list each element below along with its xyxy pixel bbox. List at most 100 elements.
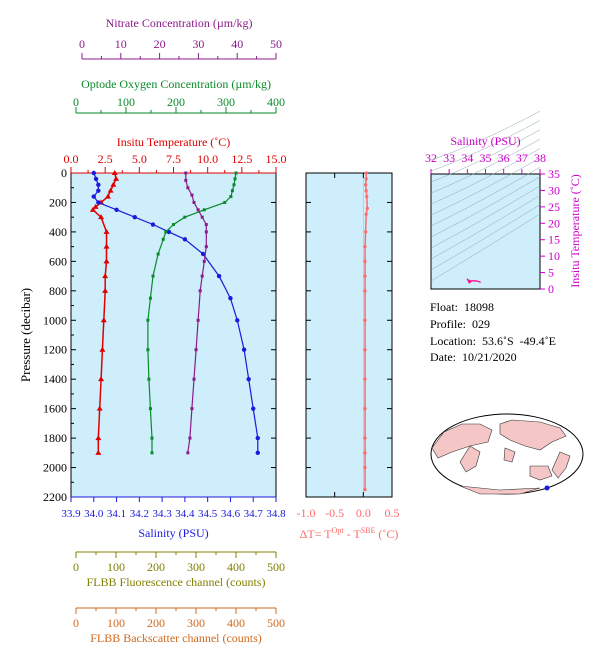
temperature-point <box>103 228 110 234</box>
nitrate-point <box>198 289 202 293</box>
salinity-point <box>150 222 156 227</box>
pressure-tick-label: 1000 <box>43 313 67 327</box>
pressure-tick-label: 1800 <box>43 431 67 445</box>
ts-y-tick-label: 25 <box>548 200 560 214</box>
oxygen-tick-label: 100 <box>117 95 135 109</box>
pressure-tick-label: 600 <box>49 254 67 268</box>
nitrate-tick-label: 0 <box>79 37 85 51</box>
temperature-tick-label: 7.5 <box>166 152 181 166</box>
pressure-tick-label: 1400 <box>43 372 67 386</box>
oxygen-point <box>148 407 152 411</box>
map-land <box>459 445 481 473</box>
oxygen-point <box>161 237 165 241</box>
delta-t-point <box>363 259 367 263</box>
nitrate-point <box>202 259 206 263</box>
temperature-tick-label: 0.0 <box>64 152 79 166</box>
oxygen-point <box>172 223 175 227</box>
temperature-tick-label: 10.0 <box>197 152 218 166</box>
nitrate-point <box>192 200 196 204</box>
temperature-point <box>110 181 117 187</box>
salinity-tick-label: 33.9 <box>61 508 81 520</box>
delta-t-axis-label: ΔT= TOpt - TSBE (˚C) <box>300 526 399 541</box>
salinity-tick-label: 34.8 <box>266 508 286 520</box>
pressure-axis-label: Pressure (decibar) <box>18 288 33 382</box>
nitrate-point <box>184 171 188 175</box>
temperature-tick-label: 12.5 <box>231 152 252 166</box>
pressure-tick-label: 2000 <box>43 461 67 475</box>
delta-t-point <box>364 212 368 216</box>
ts-x-tick-label: 37 <box>516 151 528 165</box>
fluorescence-tick-label: 200 <box>147 560 165 574</box>
temperature-point <box>102 287 109 293</box>
pressure-tick-label: 800 <box>49 284 67 298</box>
salinity-point <box>251 406 256 411</box>
oxygen-tick-label: 400 <box>267 95 285 109</box>
temperature-point <box>92 203 99 209</box>
float-value: 18098 <box>464 300 495 314</box>
density-contour <box>430 120 541 172</box>
backscatter-tick-label: 200 <box>147 616 165 630</box>
density-contour <box>430 176 541 238</box>
density-contour <box>430 204 541 271</box>
salinity-point <box>91 170 96 176</box>
temperature-point <box>103 243 110 249</box>
density-contour <box>430 185 541 249</box>
density-contour <box>430 148 541 205</box>
temperature-point <box>107 187 114 193</box>
oxygen-point <box>148 296 152 300</box>
nitrate-tick-label: 50 <box>270 37 282 51</box>
delta-t-tick-label: 0.0 <box>356 506 371 520</box>
oxygen-point <box>202 208 206 212</box>
delta-t-plot: -1.0 -0.5 0.0 0.5 ΔT= TOpt - TSBE (˚C) <box>297 171 400 541</box>
temperature-point <box>100 317 107 323</box>
nitrate-tick-label: 30 <box>192 37 204 51</box>
location-label: Location: <box>430 334 476 348</box>
temperature-point <box>102 273 109 279</box>
ts-y-axis-label: Insitu Temperature (˚C) <box>568 174 582 288</box>
fluorescence-tick-label: 0 <box>73 560 79 574</box>
oxygen-point <box>146 318 150 322</box>
nitrate-tick-label: 40 <box>231 37 243 51</box>
map-land <box>499 419 567 451</box>
delta-t-label-part: (˚C) <box>375 527 398 541</box>
map-land <box>551 451 571 479</box>
delta-t-tick-label: 0.5 <box>385 506 400 520</box>
salinity-point <box>132 214 137 220</box>
delta-t-tick-label: -0.5 <box>325 506 344 520</box>
density-contour <box>430 129 541 183</box>
main-plot-area <box>70 172 277 498</box>
salinity-point <box>166 229 172 235</box>
delta-t-plot-area <box>305 172 393 498</box>
backscatter-tick-label: 0 <box>73 616 79 630</box>
temperature-point <box>99 346 106 352</box>
ts-x-tick-label: 36 <box>498 151 510 165</box>
temperature-tick-label: 15.0 <box>266 152 287 166</box>
delta-t-point <box>364 183 368 187</box>
delta-t-point <box>363 318 367 322</box>
salinity-tick-label: 34.0 <box>84 508 104 520</box>
delta-t-label-part: - T <box>344 527 362 541</box>
salinity-point <box>182 237 188 242</box>
profile-label: Profile: <box>430 317 466 331</box>
oxygen-point <box>150 451 154 455</box>
density-contour <box>430 213 541 282</box>
world-map <box>430 413 584 495</box>
salinity-tick-label: 34.6 <box>221 508 241 520</box>
fluorescence-tick-label: 300 <box>187 560 205 574</box>
density-contour <box>430 138 541 194</box>
ts-y-tick-label: 35 <box>548 167 560 181</box>
ts-plot-area <box>430 173 541 290</box>
ts-x-tick-label: 33 <box>443 151 455 165</box>
backscatter-tick-label: 100 <box>107 616 125 630</box>
salinity-point <box>216 273 222 279</box>
temperature-point <box>111 170 118 175</box>
ts-x-tick-label: 38 <box>534 151 546 165</box>
oxygen-point <box>164 230 168 234</box>
salinity-point <box>114 207 119 213</box>
ts-diagram: Salinity (PSU) 32 33 34 35 36 37 38 0 5 10 15 20 25 30… <box>425 110 582 296</box>
nitrate-point <box>186 451 190 455</box>
temperature-point <box>104 193 111 199</box>
ts-y-tick-label: 20 <box>548 216 560 230</box>
date-info: Date: 10/21/2020 <box>430 350 517 365</box>
